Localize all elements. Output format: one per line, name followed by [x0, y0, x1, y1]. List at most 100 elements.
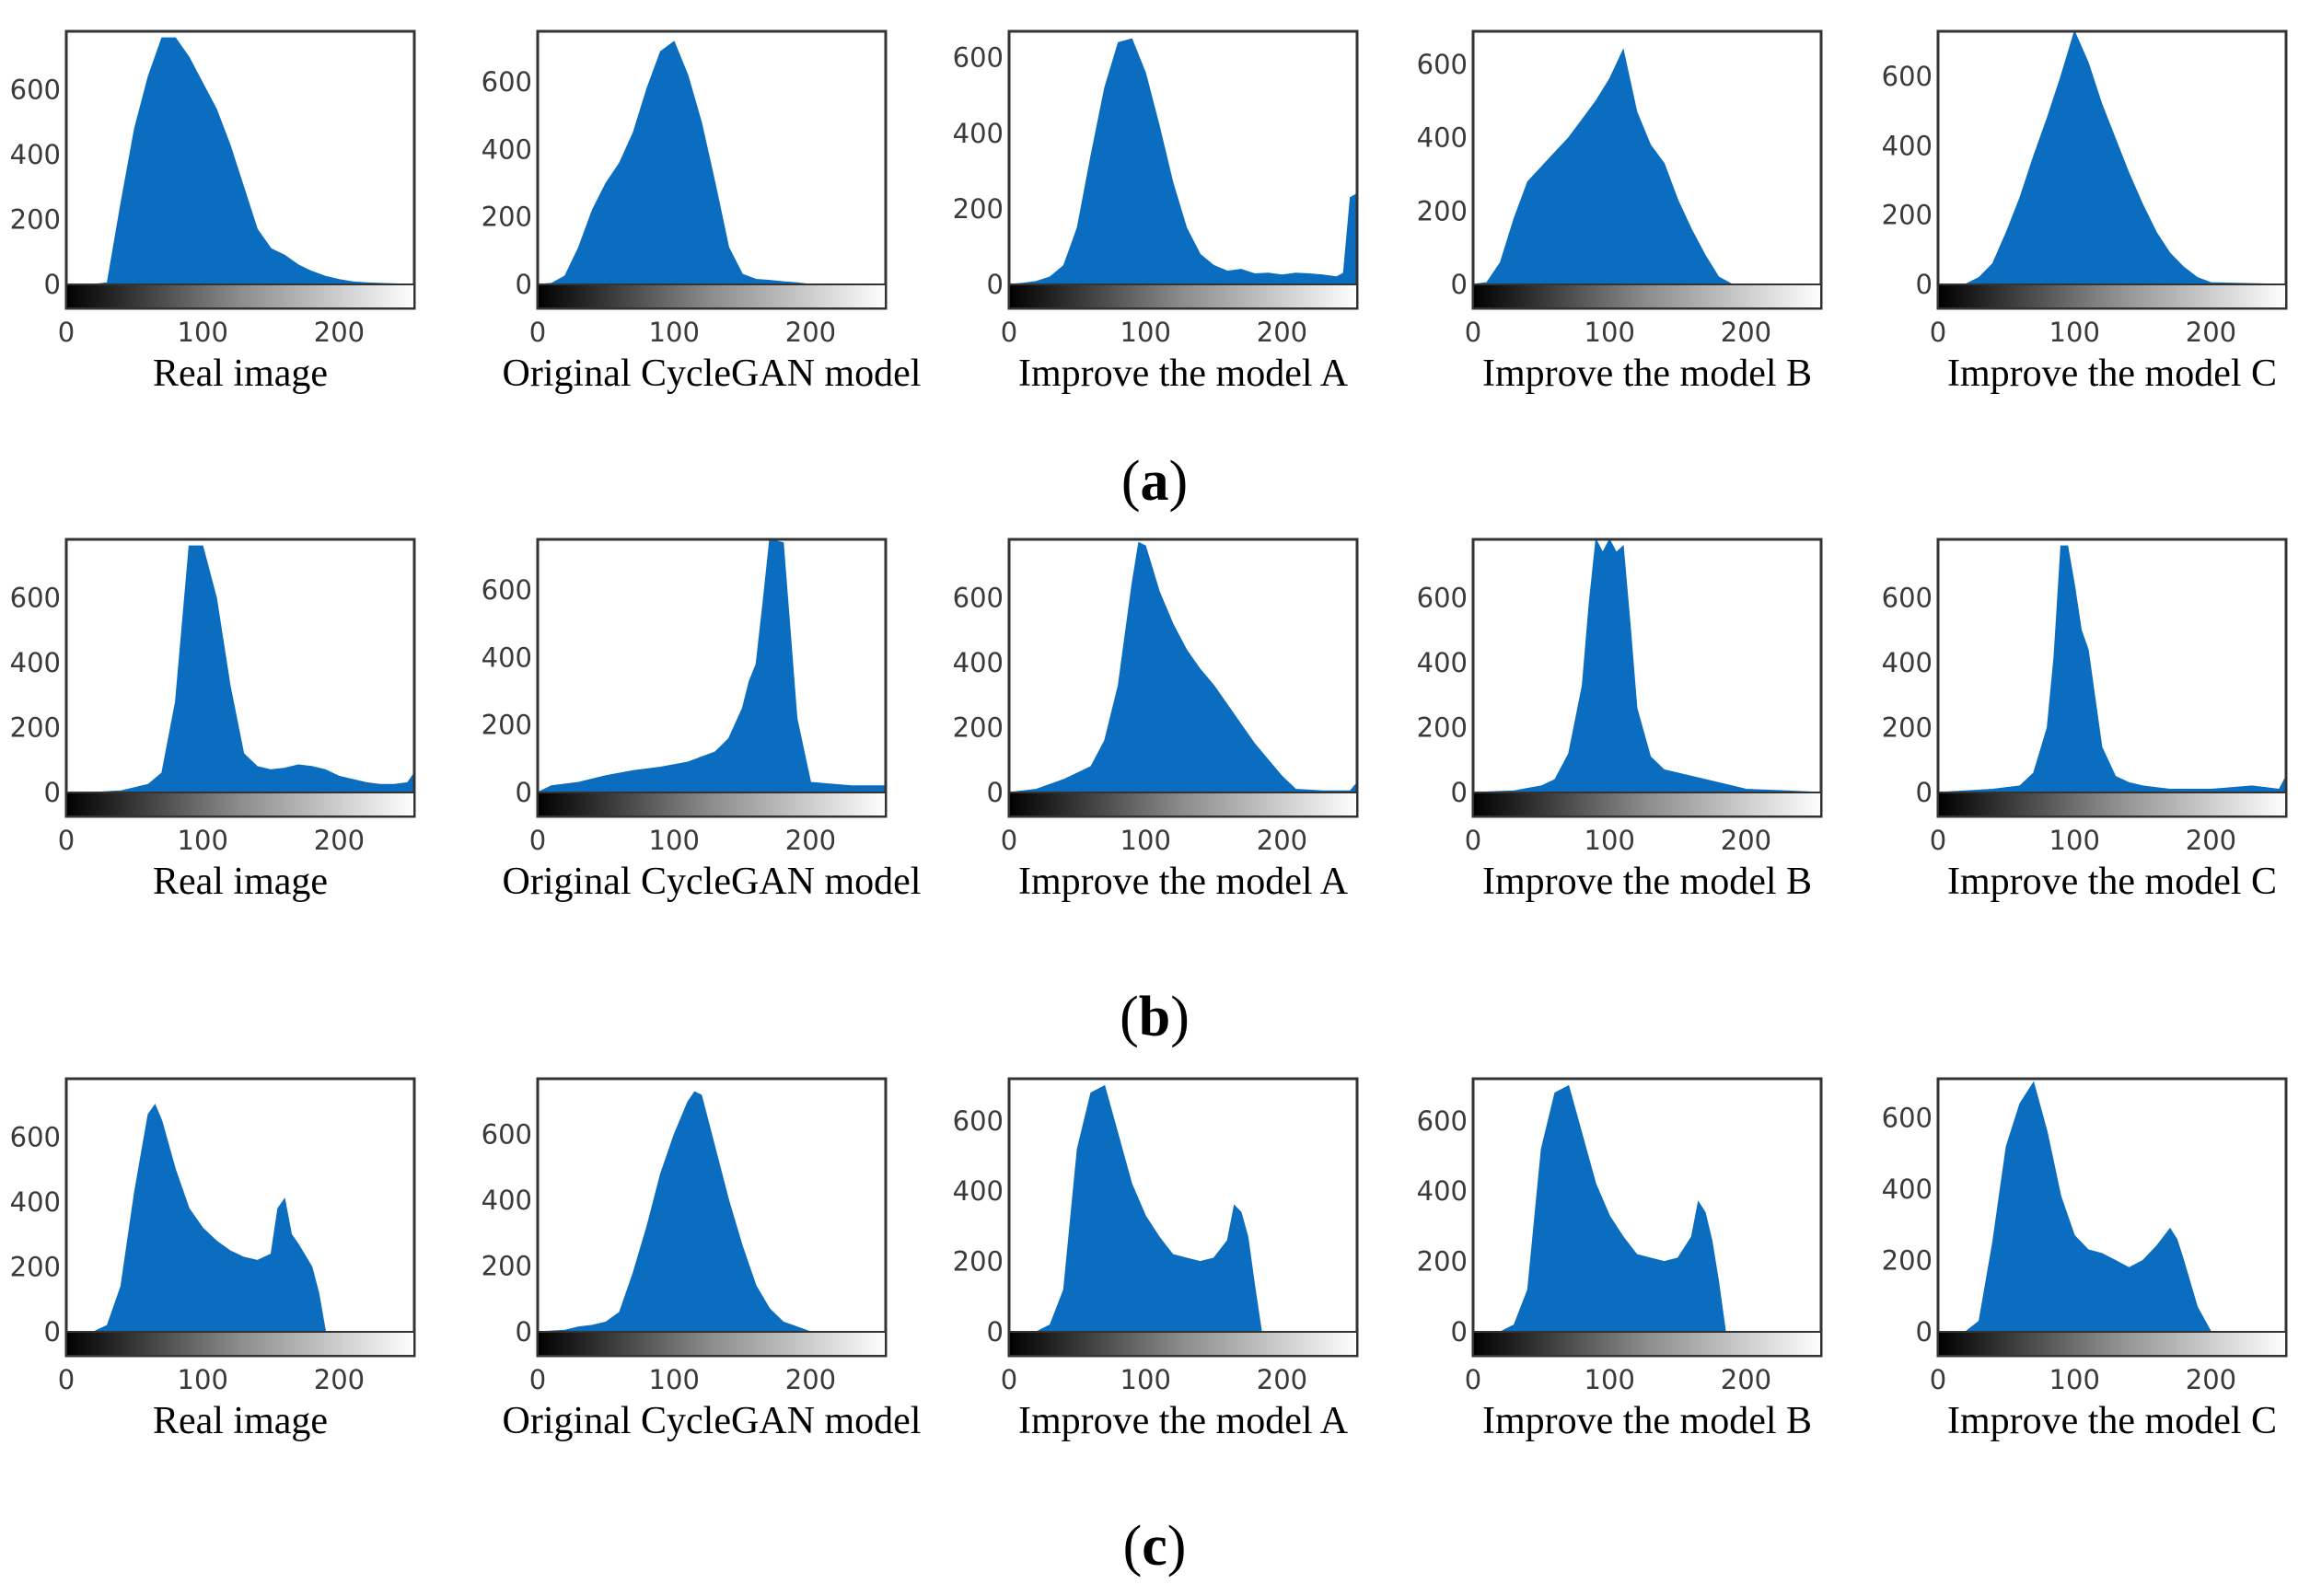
histogram-panel: 0 200 400 600 0 100 200 Improve the model C	[1882, 538, 2288, 903]
y-tick-label: 200	[482, 202, 532, 233]
y-tick-label: 600	[1882, 1103, 1933, 1134]
y-tick-label: 200	[953, 711, 1004, 743]
x-tick-label: 100	[649, 317, 700, 348]
y-tick-label: 600	[10, 74, 61, 105]
grayscale-colorbar	[65, 283, 415, 309]
x-tick-label: 200	[2186, 1364, 2236, 1395]
x-tick-label: 0	[58, 1364, 75, 1395]
x-tick-label: 200	[2186, 317, 2236, 348]
y-tick-label: 400	[10, 1186, 61, 1218]
y-tick-label: 400	[1882, 1174, 1933, 1205]
y-tick-label: 400	[953, 647, 1004, 678]
x-tick-label: 0	[1001, 825, 1017, 856]
y-tick-label: 200	[1882, 711, 1933, 743]
y-tick-label: 0	[1916, 269, 1933, 300]
grayscale-colorbar	[1937, 283, 2287, 309]
y-tick-label: 0	[516, 1316, 532, 1347]
x-tick-label: 100	[1120, 317, 1171, 348]
histogram-area	[537, 1091, 886, 1333]
grayscale-colorbar	[537, 792, 887, 817]
histogram-area	[537, 40, 886, 285]
grayscale-colorbar	[1008, 792, 1358, 817]
histogram-panel: 0 200 400 600 0 100 200 Improve the model A	[953, 1077, 1359, 1442]
y-tick-label: 600	[1417, 49, 1468, 80]
row-label-b: (b)	[1120, 986, 1190, 1048]
x-tick-label: 0	[529, 825, 546, 856]
grayscale-colorbar	[65, 792, 415, 817]
y-tick-label: 0	[1451, 269, 1468, 300]
histogram-panel: 0 200 400 600 0 100 200 Real image	[10, 538, 416, 903]
y-tick-label: 200	[10, 711, 61, 743]
histogram-area	[1008, 541, 1358, 793]
plot-background	[538, 539, 886, 792]
x-tick-label: 200	[1257, 1364, 1307, 1395]
y-tick-label: 0	[1451, 777, 1468, 808]
grayscale-colorbar	[1472, 283, 1822, 309]
y-tick-label: 400	[482, 133, 532, 165]
panel-caption: Original CycleGAN model	[503, 1400, 922, 1442]
x-tick-label: 100	[649, 825, 700, 856]
x-tick-label: 0	[1465, 317, 1481, 348]
y-tick-label: 400	[1417, 122, 1468, 154]
y-tick-label: 600	[953, 42, 1004, 74]
x-tick-label: 100	[1120, 1364, 1171, 1395]
panel-caption: Improve the model C	[1947, 861, 2277, 903]
y-tick-label: 0	[1916, 1316, 1933, 1347]
y-tick-label: 600	[953, 1105, 1004, 1137]
row-label-a: (a)	[1121, 450, 1188, 513]
x-tick-label: 200	[1721, 1364, 1771, 1395]
y-tick-label: 200	[1417, 711, 1468, 743]
x-tick-label: 0	[58, 825, 75, 856]
y-tick-label: 200	[953, 193, 1004, 225]
x-tick-label: 100	[2049, 317, 2100, 348]
y-tick-label: 600	[1882, 582, 1933, 613]
x-tick-label: 100	[1584, 825, 1635, 856]
histogram-area	[1472, 538, 1822, 793]
histogram-panel: 0 200 400 600 0 100 200 Improve the model B	[1417, 1077, 1823, 1442]
x-tick-label: 0	[1930, 317, 1946, 348]
grayscale-colorbar	[1937, 792, 2287, 817]
y-tick-label: 600	[953, 582, 1004, 613]
x-tick-label: 200	[314, 317, 365, 348]
y-tick-label: 200	[10, 1251, 61, 1282]
histogram-panel: 0 200 400 600 0 100 200 Improve the model C	[1882, 29, 2288, 395]
y-tick-label: 0	[987, 1316, 1004, 1347]
panel-caption: Real image	[153, 1400, 328, 1442]
y-tick-label: 400	[482, 1185, 532, 1216]
histogram-area	[537, 538, 887, 793]
grayscale-colorbar	[537, 1331, 887, 1357]
x-tick-label: 0	[58, 317, 75, 348]
grayscale-colorbar	[1472, 792, 1822, 817]
histogram-panel: 0 200 400 600 0 100 200 Original CycleGAN model	[482, 538, 921, 903]
y-tick-label: 0	[987, 269, 1004, 300]
x-tick-label: 100	[2049, 825, 2100, 856]
panel-caption: Improve the model A	[1018, 1400, 1349, 1442]
histogram-area	[1008, 38, 1358, 285]
y-tick-label: 0	[1916, 777, 1933, 808]
x-tick-label: 100	[1584, 317, 1635, 348]
x-tick-label: 0	[1930, 1364, 1946, 1395]
histogram-area	[66, 37, 415, 285]
y-tick-label: 200	[1417, 1246, 1468, 1278]
y-tick-label: 200	[1882, 1245, 1933, 1277]
y-tick-label: 200	[953, 1246, 1004, 1278]
histogram-area	[1937, 545, 2287, 793]
y-tick-label: 200	[10, 203, 61, 235]
grayscale-colorbar	[1008, 1331, 1358, 1357]
y-tick-label: 600	[1882, 61, 1933, 92]
y-tick-label: 0	[44, 269, 61, 300]
grayscale-colorbar	[65, 1331, 415, 1357]
y-tick-label: 0	[44, 1316, 61, 1347]
y-tick-label: 400	[1882, 130, 1933, 161]
panel-caption: Improve the model B	[1482, 1400, 1812, 1442]
histogram-area	[1009, 1084, 1357, 1333]
x-tick-label: 100	[178, 1364, 228, 1395]
y-tick-label: 0	[516, 269, 532, 300]
y-tick-label: 600	[1417, 1105, 1468, 1137]
grayscale-colorbar	[1008, 283, 1358, 309]
histogram-panel: 0 200 400 600 0 100 200 Improve the model C	[1882, 1077, 2288, 1442]
y-tick-label: 0	[987, 777, 1004, 808]
histogram-panel: 0 200 400 600 0 100 200 Real image	[10, 29, 416, 395]
y-tick-label: 400	[482, 642, 532, 673]
